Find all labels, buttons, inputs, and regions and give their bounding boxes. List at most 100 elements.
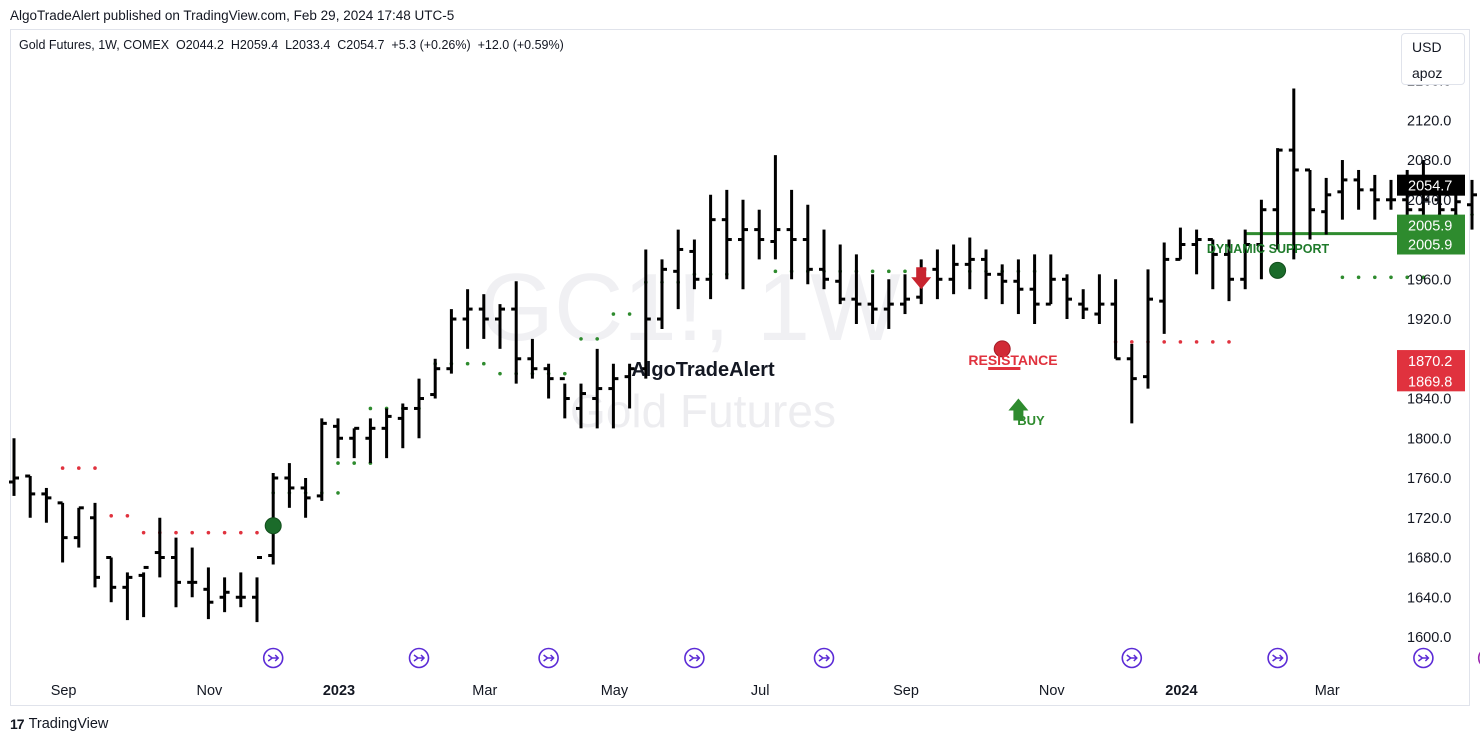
trail-dot bbox=[1389, 275, 1393, 280]
ohlc-bar bbox=[592, 348, 603, 429]
ohlc-bar bbox=[640, 249, 651, 379]
ohlc-bar bbox=[154, 517, 165, 578]
ohlc-bar bbox=[1353, 169, 1364, 210]
price-label-bg bbox=[1397, 370, 1465, 392]
split-event-icon[interactable] bbox=[408, 647, 430, 669]
ohlc-bar bbox=[187, 547, 198, 598]
ohlc-bar bbox=[883, 279, 894, 329]
ohlc-bar bbox=[1305, 168, 1315, 240]
ohlc-bar bbox=[997, 264, 1008, 305]
price-tick-label: 1800.0 bbox=[1407, 431, 1451, 447]
ohlc-bar bbox=[316, 418, 327, 501]
trail-dot bbox=[109, 513, 113, 518]
trail-dot bbox=[1162, 340, 1166, 344]
split-glyph bbox=[1272, 654, 1284, 662]
trail-dot bbox=[1194, 340, 1199, 344]
ohlc-bar bbox=[203, 567, 214, 620]
time-tick-label: Nov bbox=[1039, 683, 1066, 699]
trail-dot bbox=[1340, 275, 1345, 280]
price-tick-label: 1920.0 bbox=[1407, 312, 1451, 328]
ohlc-bar bbox=[802, 204, 813, 285]
ohlc-bar bbox=[721, 189, 732, 280]
ohlc-bar bbox=[851, 254, 862, 324]
time-axis[interactable]: Sep Nov 2023 Mar May Jul Sep Nov 2024 Mar bbox=[51, 683, 1340, 699]
dynamic-support-label: DYNAMIC SUPPORT bbox=[1207, 242, 1330, 256]
symbol-legend[interactable]: Gold Futures, 1W, COMEX O2044.2 H2059.4 … bbox=[19, 38, 564, 52]
split-event-icon[interactable] bbox=[1121, 647, 1143, 669]
ohlc-bar bbox=[300, 478, 311, 518]
tradingview-brand: TradingView bbox=[28, 716, 109, 732]
scale-label[interactable]: apoz bbox=[1412, 65, 1443, 81]
price-labels: 2054.7 2005.9 2005.9 1870.2 1869.8 bbox=[1397, 174, 1465, 392]
ohlc-bar bbox=[57, 501, 68, 563]
split-event-icon[interactable] bbox=[813, 647, 835, 669]
ohlc-bar bbox=[106, 556, 117, 603]
event-icons[interactable] bbox=[262, 647, 1480, 669]
ohlc-bar bbox=[981, 249, 991, 300]
time-tick-label: Mar bbox=[472, 683, 497, 699]
split-glyph bbox=[267, 654, 280, 662]
ohlc-bar bbox=[25, 474, 36, 518]
ohlc-bar bbox=[673, 229, 684, 310]
ohlc-bar bbox=[819, 229, 829, 290]
trail-dot bbox=[222, 530, 227, 535]
ohlc-bar bbox=[1126, 343, 1137, 424]
chart-frame bbox=[10, 29, 1470, 706]
ohlc-bar bbox=[446, 309, 457, 374]
ohlc-bar bbox=[543, 363, 554, 399]
trail-dot bbox=[579, 337, 583, 341]
ohlc-bar bbox=[1272, 148, 1283, 250]
split-event-icon[interactable] bbox=[538, 647, 559, 669]
buy-arrow-icon bbox=[1008, 398, 1029, 421]
time-tick-label: Sep bbox=[51, 683, 77, 699]
ohlc-bar bbox=[786, 189, 797, 280]
trail-dot bbox=[255, 530, 259, 535]
price-label-text: 2005.9 bbox=[1408, 219, 1452, 235]
split-event-icon[interactable] bbox=[684, 647, 705, 669]
trail-dot bbox=[206, 530, 211, 535]
trail-dot bbox=[352, 461, 357, 465]
trail-dot bbox=[93, 466, 97, 470]
ohlc-bar bbox=[867, 274, 878, 324]
ohlc-bar bbox=[1013, 259, 1024, 315]
trail-dot bbox=[1178, 340, 1183, 344]
price-tick-label: 2080.0 bbox=[1407, 153, 1451, 169]
tradingview-logo[interactable]: 17 TradingView bbox=[10, 716, 108, 732]
time-tick-label: Mar bbox=[1315, 683, 1340, 699]
time-tick-label: Jul bbox=[751, 683, 770, 699]
ohlc-bar bbox=[252, 556, 262, 623]
ohlc-bar bbox=[900, 274, 910, 315]
trail-dot bbox=[1373, 275, 1377, 280]
ohlc-bar bbox=[1321, 177, 1332, 235]
trail-dot bbox=[1227, 340, 1231, 344]
currency-selector[interactable]: USD apoz bbox=[1401, 33, 1465, 85]
watermark-name: Gold Futures bbox=[570, 385, 836, 437]
trail-dot bbox=[1130, 340, 1134, 344]
split-glyph bbox=[543, 654, 555, 662]
trail-dot bbox=[77, 466, 81, 470]
trail-dot bbox=[336, 491, 340, 495]
ohlc-bar bbox=[138, 565, 149, 618]
price-tick-label: 1600.0 bbox=[1407, 630, 1451, 646]
ohlc-bar bbox=[1062, 274, 1072, 320]
price-label-bg bbox=[1397, 350, 1465, 372]
trail-dot bbox=[595, 337, 599, 341]
split-event-icon[interactable] bbox=[262, 647, 284, 669]
time-tick-label: Nov bbox=[197, 683, 224, 699]
signal-circle bbox=[993, 340, 1011, 358]
split-event-icon[interactable] bbox=[1267, 647, 1288, 669]
ohlc-bar bbox=[73, 506, 84, 548]
ohlc-bar bbox=[527, 338, 538, 379]
currency-label[interactable]: USD bbox=[1412, 39, 1442, 55]
ohlc-bar bbox=[932, 249, 943, 300]
trail-dot bbox=[563, 371, 567, 376]
ohlc-bar bbox=[1110, 279, 1121, 361]
watermark-symbol: GC1!, 1W bbox=[479, 254, 901, 361]
split-event-icon[interactable] bbox=[1413, 647, 1434, 669]
ohlc-bar bbox=[430, 358, 441, 399]
ohlc-bar bbox=[414, 378, 424, 439]
ohlc-bar bbox=[657, 259, 667, 329]
ohlc-bar bbox=[835, 244, 846, 305]
time-tick-label: May bbox=[601, 683, 629, 699]
